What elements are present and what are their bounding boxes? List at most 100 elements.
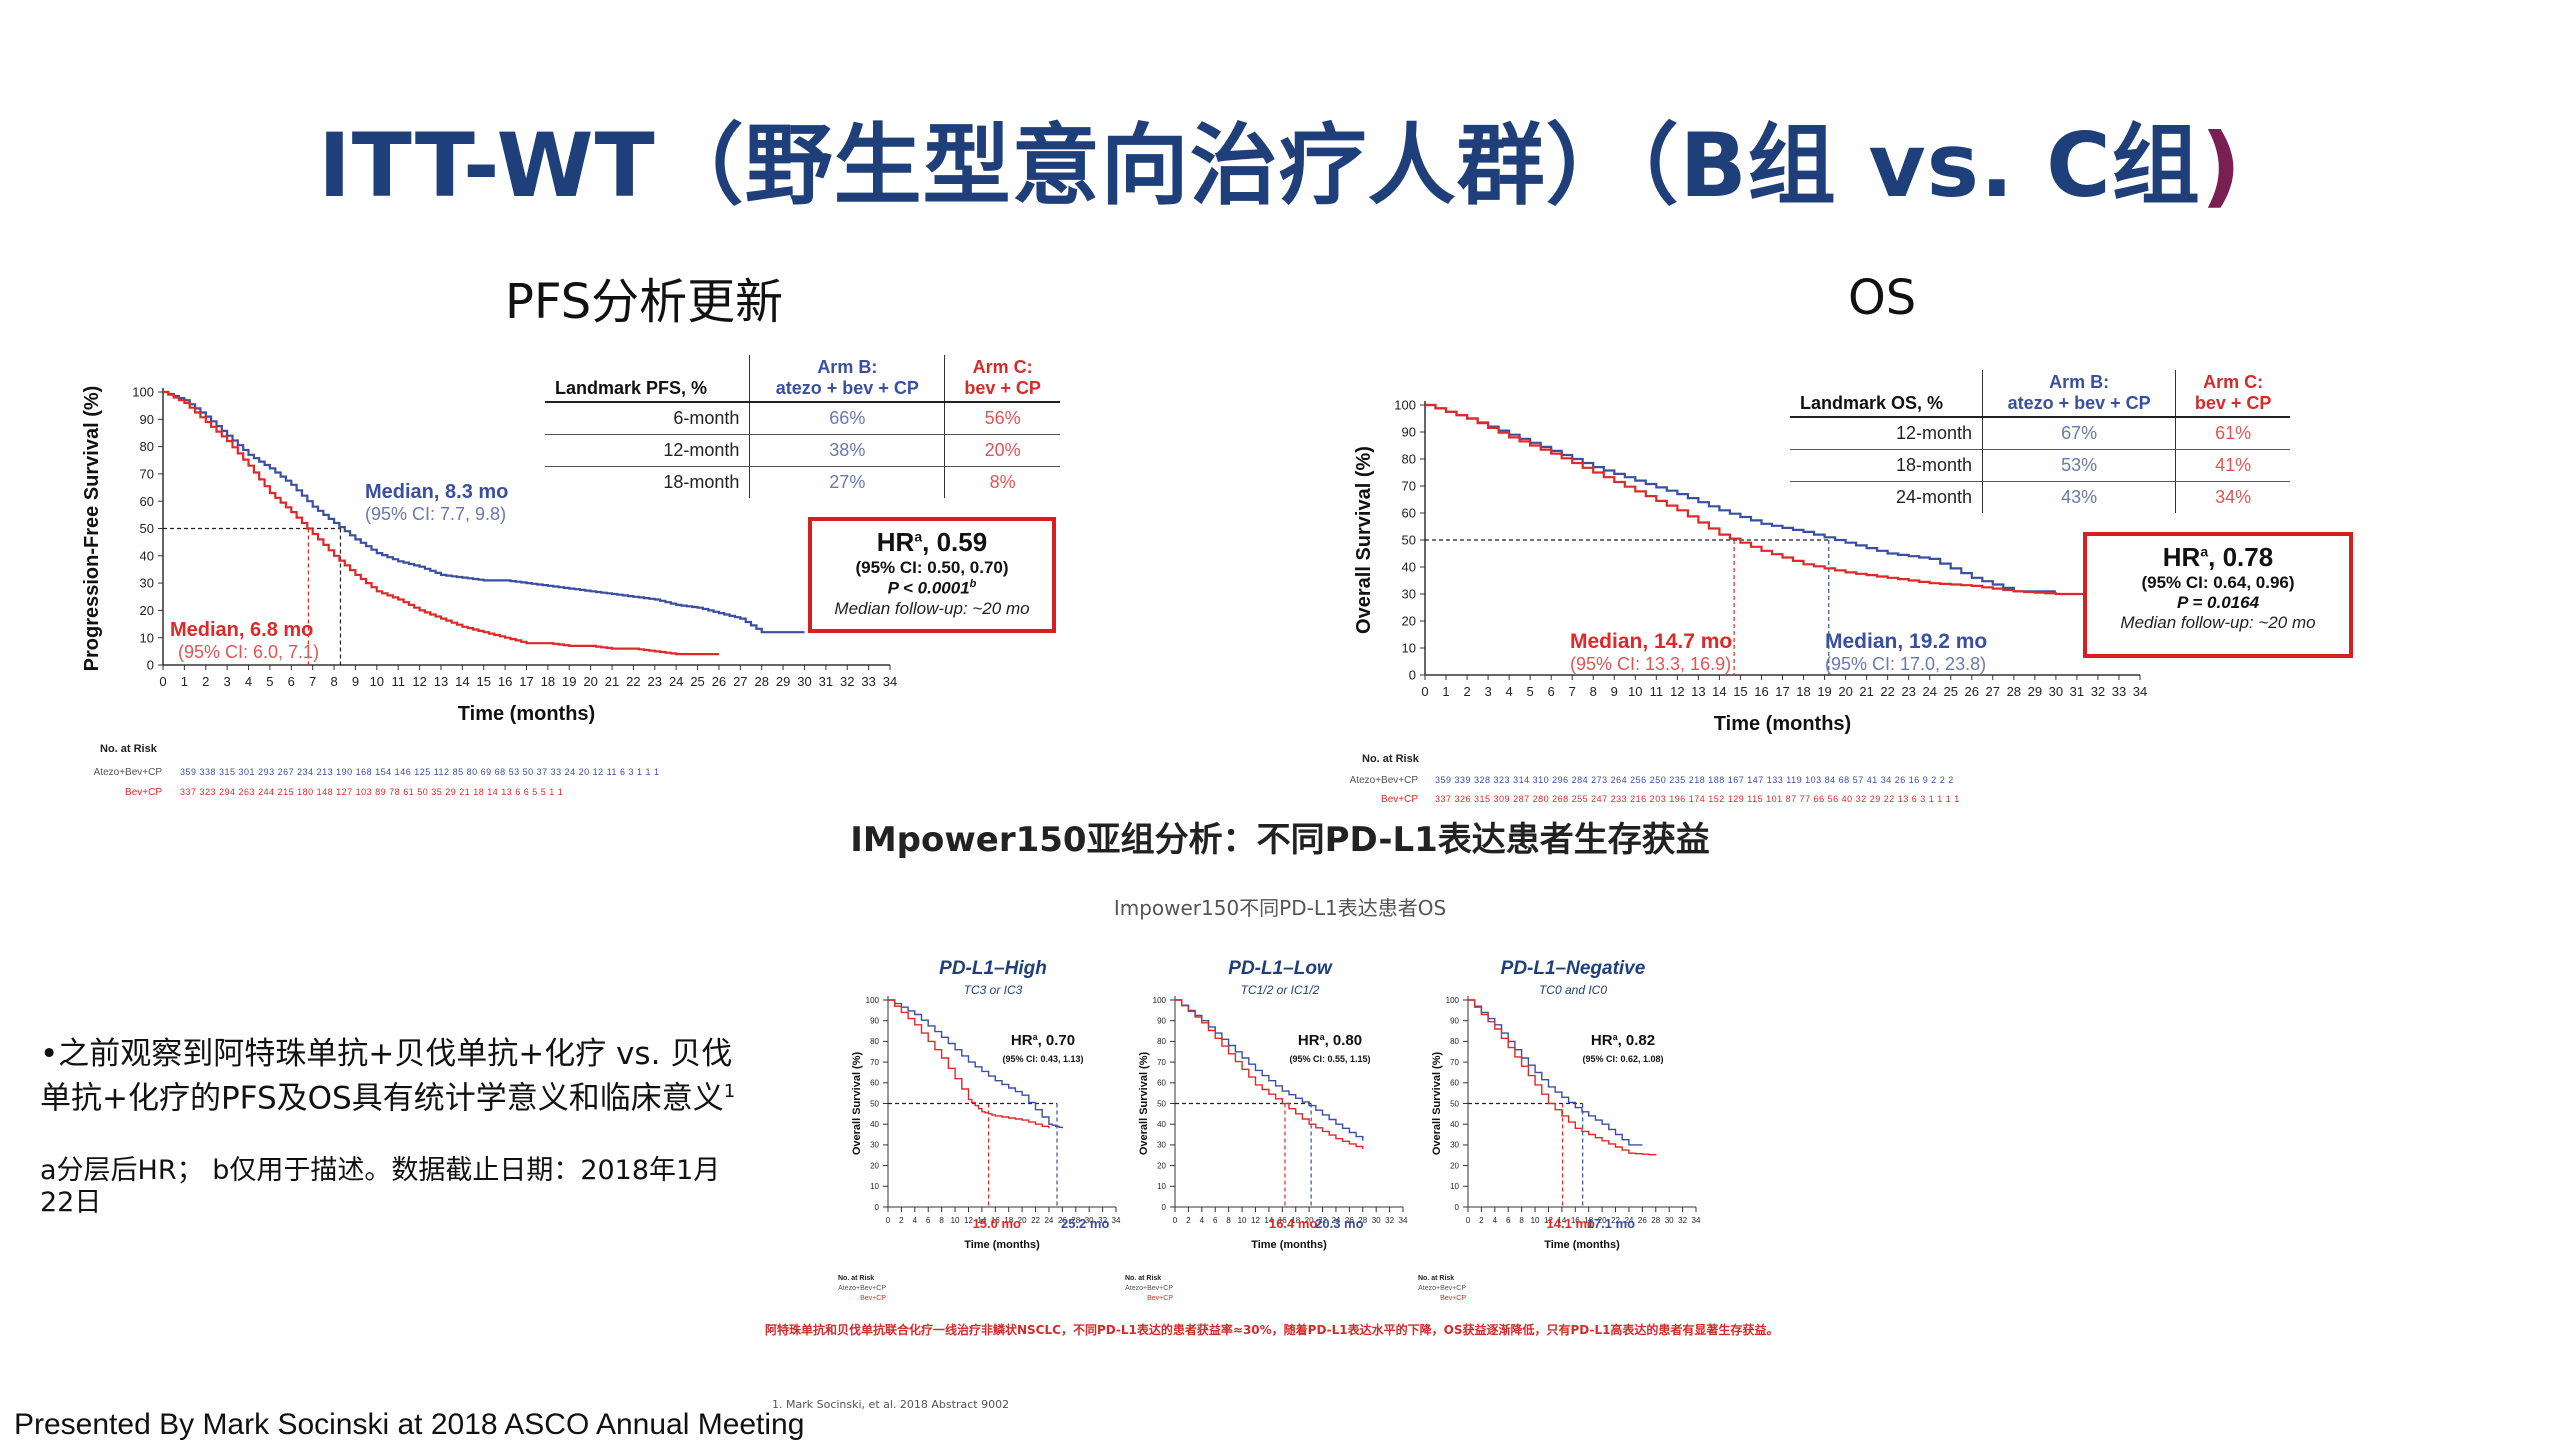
sub2-risk-c-label: Bev+CP bbox=[1147, 1295, 1173, 1302]
sub1-y-tick-label: 10 bbox=[870, 1182, 879, 1191]
sub2-y-tick-label: 80 bbox=[1157, 1037, 1166, 1046]
sub1-x-tick-label: 12 bbox=[964, 1216, 973, 1225]
sub1-hr: HRa, 0.70 bbox=[1011, 1032, 1075, 1049]
os-x-tick-label: 11 bbox=[1650, 684, 1664, 699]
os-median-c-label: Median, 14.7 mo bbox=[1570, 630, 1732, 653]
os-x-tick-label: 7 bbox=[1569, 684, 1576, 699]
pfs-x-tick-label: 31 bbox=[819, 674, 833, 689]
os-risk-c-values: 337 326 315 309 287 280 268 255 247 233 … bbox=[1435, 794, 1960, 804]
os-landmark-table: Landmark OS, % Arm B: atezo + bev + CP Ar… bbox=[1790, 370, 2290, 513]
sub1-x-tick-label: 26 bbox=[1058, 1216, 1067, 1225]
pfs-x-tick-label: 26 bbox=[712, 674, 726, 689]
os-x-tick-label: 32 bbox=[2091, 684, 2105, 699]
pfs-x-tick-label: 7 bbox=[309, 674, 316, 689]
pfs-x-tick-label: 33 bbox=[861, 674, 875, 689]
sub2-y-tick-label: 30 bbox=[1157, 1141, 1166, 1150]
sub1-x-tick-label: 22 bbox=[1031, 1216, 1040, 1225]
pfs-x-tick-label: 3 bbox=[224, 674, 231, 689]
os-table-header-landmark: Landmark OS, % bbox=[1790, 370, 1983, 418]
os-median-b-ci: (95% CI: 17.0, 23.8) bbox=[1825, 654, 1986, 674]
sub3-x-tick-label: 32 bbox=[1678, 1216, 1687, 1225]
sub1-x-axis-label: Time (months) bbox=[964, 1239, 1040, 1251]
table-row: 6-month 66% 56% bbox=[545, 402, 1060, 435]
pfs-x-tick-label: 6 bbox=[288, 674, 295, 689]
pfs-y-tick-label: 10 bbox=[140, 630, 154, 645]
sub1-y-tick-label: 50 bbox=[870, 1099, 879, 1108]
os-x-tick-label: 12 bbox=[1670, 684, 1684, 699]
sub1-x-tick-label: 10 bbox=[951, 1216, 960, 1225]
sub3-y-tick-label: 10 bbox=[1450, 1182, 1459, 1191]
os-x-tick-label: 30 bbox=[2049, 684, 2063, 699]
table-row: 24-month 43% 34% bbox=[1790, 481, 2290, 513]
os-heading: OS bbox=[1848, 270, 1917, 326]
sub1-x-tick-label: 2 bbox=[899, 1216, 904, 1225]
os-curve-arm-b bbox=[1425, 403, 2056, 593]
os-x-tick-label: 17 bbox=[1775, 684, 1789, 699]
sub1-x-tick-label: 4 bbox=[913, 1216, 918, 1225]
sub2-median-b-label: 20.3 mo bbox=[1315, 1216, 1363, 1231]
sub2-x-tick-label: 28 bbox=[1358, 1216, 1367, 1225]
sub3-y-tick-label: 20 bbox=[1450, 1161, 1459, 1170]
os-y-tick-label: 80 bbox=[1402, 452, 1416, 467]
sub3-curve-arm-c bbox=[1468, 999, 1657, 1156]
os-x-tick-label: 5 bbox=[1527, 684, 1534, 699]
os-y-tick-label: 50 bbox=[1402, 533, 1416, 548]
sub3-y-tick-label: 30 bbox=[1450, 1141, 1459, 1150]
os-y-tick-label: 40 bbox=[1402, 560, 1416, 575]
os-y-tick-label: 30 bbox=[1402, 587, 1416, 602]
sub3-risk-title: No. at Risk bbox=[1418, 1275, 1454, 1282]
os-y-tick-label: 20 bbox=[1402, 614, 1416, 629]
pfs-curve-arm-b bbox=[163, 390, 805, 634]
os-x-tick-label: 6 bbox=[1548, 684, 1555, 699]
sub3-x-tick-label: 8 bbox=[1519, 1216, 1524, 1225]
pfs-table-header-landmark: Landmark PFS, % bbox=[545, 355, 750, 403]
sub3-y-tick-label: 0 bbox=[1455, 1203, 1460, 1212]
sub2-y-tick-label: 40 bbox=[1157, 1120, 1166, 1129]
sub3-y-axis-label: Overall Survival (%) bbox=[1431, 1052, 1443, 1156]
sub2-risk-b-label: Atezo+Bev+CP bbox=[1125, 1285, 1173, 1292]
pfs-y-tick-label: 30 bbox=[140, 576, 154, 591]
sub2-x-tick-label: 10 bbox=[1238, 1216, 1247, 1225]
sub1-median-c-label: 15.0 mo bbox=[973, 1216, 1021, 1231]
subgroup-section-subtitle: Impower150不同PD-L1表达患者OS bbox=[1113, 896, 1447, 920]
title-close-paren: ) bbox=[2200, 114, 2242, 217]
pfs-x-tick-label: 21 bbox=[605, 674, 619, 689]
reference-note: 1. Mark Socinski, et al. 2018 Abstract 9… bbox=[772, 1398, 1010, 1411]
sub1-y-tick-label: 100 bbox=[866, 996, 880, 1005]
os-x-tick-label: 10 bbox=[1628, 684, 1642, 699]
sub3-x-tick-label: 24 bbox=[1624, 1216, 1633, 1225]
pfs-landmark-table: Landmark PFS, % Arm B: atezo + bev + CP A… bbox=[545, 355, 1060, 498]
os-x-tick-label: 19 bbox=[1817, 684, 1831, 699]
sub2-x-tick-label: 16 bbox=[1278, 1216, 1287, 1225]
sub3-x-tick-label: 2 bbox=[1479, 1216, 1484, 1225]
os-y-tick-label: 0 bbox=[1409, 668, 1416, 683]
sub3-x-tick-label: 30 bbox=[1665, 1216, 1674, 1225]
pfs-x-tick-label: 10 bbox=[370, 674, 384, 689]
pfs-x-tick-label: 18 bbox=[541, 674, 555, 689]
table-row: 12-month 38% 20% bbox=[545, 434, 1060, 467]
sub1-x-tick-label: 30 bbox=[1085, 1216, 1094, 1225]
pfs-x-tick-label: 22 bbox=[626, 674, 640, 689]
sub1-x-tick-label: 24 bbox=[1044, 1216, 1053, 1225]
os-risk-b-label: Atezo+Bev+CP bbox=[1350, 775, 1419, 786]
pfs-x-tick-label: 2 bbox=[202, 674, 209, 689]
footnote-text: a分层后HR； b仅用于描述。数据截止日期：2018年1月22日 bbox=[40, 1155, 721, 1218]
sub3-median-b-label: 17.1 mo bbox=[1587, 1216, 1635, 1231]
sub3-y-tick-label: 40 bbox=[1450, 1120, 1459, 1129]
sub1-hr-ci: (95% CI: 0.43, 1.13) bbox=[1002, 1054, 1083, 1064]
pfs-x-tick-label: 30 bbox=[797, 674, 811, 689]
os-x-tick-label: 33 bbox=[2112, 684, 2126, 699]
os-x-tick-label: 34 bbox=[2133, 684, 2147, 699]
subgroup-section-title: IMpower150亚组分析：不同PD-L1表达患者生存获益 bbox=[850, 820, 1710, 860]
table-row: 12-month 67% 61% bbox=[1790, 417, 2290, 450]
sub1-x-tick-label: 14 bbox=[977, 1216, 986, 1225]
sub1-y-axis-label: Overall Survival (%) bbox=[851, 1052, 863, 1156]
pfs-risk-b-values: 359 338 315 301 293 267 234 213 190 168 … bbox=[180, 767, 660, 777]
sub2-y-tick-label: 0 bbox=[1162, 1203, 1167, 1212]
pfs-x-tick-label: 19 bbox=[562, 674, 576, 689]
sub2-y-tick-label: 70 bbox=[1157, 1058, 1166, 1067]
os-x-tick-label: 27 bbox=[1986, 684, 2000, 699]
sub1-y-tick-label: 40 bbox=[870, 1120, 879, 1129]
sub1-y-tick-label: 70 bbox=[870, 1058, 879, 1067]
